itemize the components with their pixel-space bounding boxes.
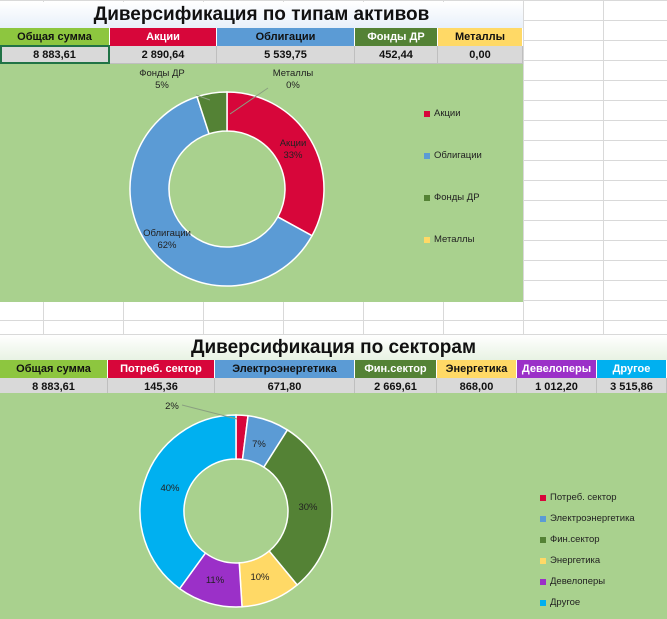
sector-data-label: 11% — [205, 575, 225, 586]
asset-data-label: Фонды ДР 5% — [139, 68, 185, 91]
sector-legend-label: Девелоперы — [550, 576, 606, 587]
sector-header-row: Общая сумма Потреб. сектор Электроэнергети… — [0, 360, 667, 378]
sector-legend-item: Фин.сектор — [540, 534, 600, 545]
sector-slice[interactable] — [139, 414, 237, 590]
sector-legend-label: Электроэнергетика — [550, 513, 635, 524]
asset-header-cell[interactable]: Общая сумма — [0, 28, 110, 46]
sector-legend-label: Потреб. сектор — [550, 492, 617, 503]
asset-value-cell[interactable]: 2 890,64 — [110, 46, 217, 64]
asset-section-title: Диверсификация по типам активов — [0, 2, 523, 28]
sector-legend-swatch — [540, 515, 546, 522]
asset-header-cell[interactable]: Облигации — [217, 28, 355, 46]
asset-leader-line — [229, 87, 269, 115]
asset-legend-label: Фонды ДР — [434, 192, 480, 203]
asset-data-label: Металлы 0% — [272, 68, 314, 91]
sector-data-label: 10% — [250, 572, 270, 583]
asset-header-cell[interactable]: Акции — [110, 28, 217, 46]
asset-data-label: Облигации 62% — [143, 228, 191, 251]
sector-section-title: Диверсификация по секторам — [0, 334, 667, 361]
asset-legend-item: Акции — [424, 108, 461, 119]
sector-legend-item: Потреб. сектор — [540, 492, 617, 503]
sector-chart-area[interactable]: 2% 7% 30% 10% 11% 40% Потреб. сектор Электроэн… — [0, 393, 667, 619]
asset-value-cell[interactable]: 452,44 — [355, 46, 438, 64]
sector-legend-label: Другое — [550, 597, 581, 608]
sector-header-cell[interactable]: Общая сумма — [0, 360, 108, 378]
asset-value-cell[interactable]: 0,00 — [438, 46, 523, 64]
sector-legend-swatch — [540, 557, 546, 564]
sector-data-label: 2% — [165, 401, 179, 412]
sector-header-cell[interactable]: Потреб. сектор — [108, 360, 215, 378]
asset-leader-line — [195, 94, 211, 101]
asset-value-cell[interactable]: 5 539,75 — [217, 46, 355, 64]
asset-header-cell[interactable]: Фонды ДР — [355, 28, 438, 46]
sector-header-cell[interactable]: Девелоперы — [517, 360, 597, 378]
asset-chart-legend: Акции Облигации Фонды ДР Металлы — [424, 64, 519, 302]
sector-chart-legend: Потреб. сектор Электроэнергетика Фин.секто… — [540, 393, 667, 619]
sector-leader-line — [181, 404, 238, 420]
asset-legend-swatch — [424, 152, 430, 159]
asset-chart-area[interactable]: Акции 33% Облигации 62% Фонды ДР 5% Металлы 0% … — [0, 64, 523, 302]
asset-values-row: 8 883,61 2 890,64 5 539,75 452,44 0,00 — [0, 46, 523, 64]
asset-slice[interactable] — [226, 91, 325, 237]
sector-legend-item: Девелоперы — [540, 576, 605, 587]
asset-donut-chart — [129, 87, 325, 287]
asset-legend-swatch — [424, 110, 430, 117]
sector-header-cell[interactable]: Другое — [597, 360, 667, 378]
asset-slice[interactable] — [129, 95, 314, 287]
asset-data-label: Акции 33% — [279, 138, 307, 161]
sector-slice[interactable] — [262, 428, 333, 587]
sector-donut-chart — [139, 404, 333, 608]
sector-header-cell[interactable]: Энергетика — [437, 360, 517, 378]
sector-value-cell[interactable]: 868,00 — [437, 378, 517, 396]
asset-legend-item: Облигации — [424, 150, 482, 161]
sector-legend-item: Электроэнергетика — [540, 513, 635, 524]
sector-legend-item: Энергетика — [540, 555, 600, 566]
asset-header-row: Общая сумма Акции Облигации Фонды ДР Металлы — [0, 28, 523, 46]
asset-legend-item: Металлы — [424, 234, 474, 245]
sector-data-label: 7% — [252, 439, 266, 450]
sector-legend-swatch — [540, 578, 546, 585]
asset-legend-label: Металлы — [434, 234, 475, 245]
asset-value-cell[interactable]: 8 883,61 — [0, 46, 110, 64]
sector-legend-swatch — [540, 599, 546, 606]
sector-data-label: 40% — [160, 483, 180, 494]
asset-header-cell[interactable]: Металлы — [438, 28, 523, 46]
sector-legend-swatch — [540, 536, 546, 543]
sector-data-label: 30% — [298, 502, 318, 513]
sector-legend-label: Энергетика — [550, 555, 601, 566]
asset-slice[interactable] — [196, 91, 228, 135]
sector-legend-label: Фин.сектор — [550, 534, 600, 545]
asset-legend-label: Облигации — [434, 150, 482, 161]
asset-legend-label: Акции — [434, 108, 461, 119]
asset-legend-swatch — [424, 194, 430, 201]
sector-header-cell[interactable]: Фин.сектор — [355, 360, 437, 378]
asset-legend-item: Фонды ДР — [424, 192, 480, 203]
sector-legend-item: Другое — [540, 597, 580, 608]
sector-legend-swatch — [540, 494, 546, 501]
sector-header-cell[interactable]: Электроэнергетика — [215, 360, 355, 378]
asset-legend-swatch — [424, 236, 430, 243]
